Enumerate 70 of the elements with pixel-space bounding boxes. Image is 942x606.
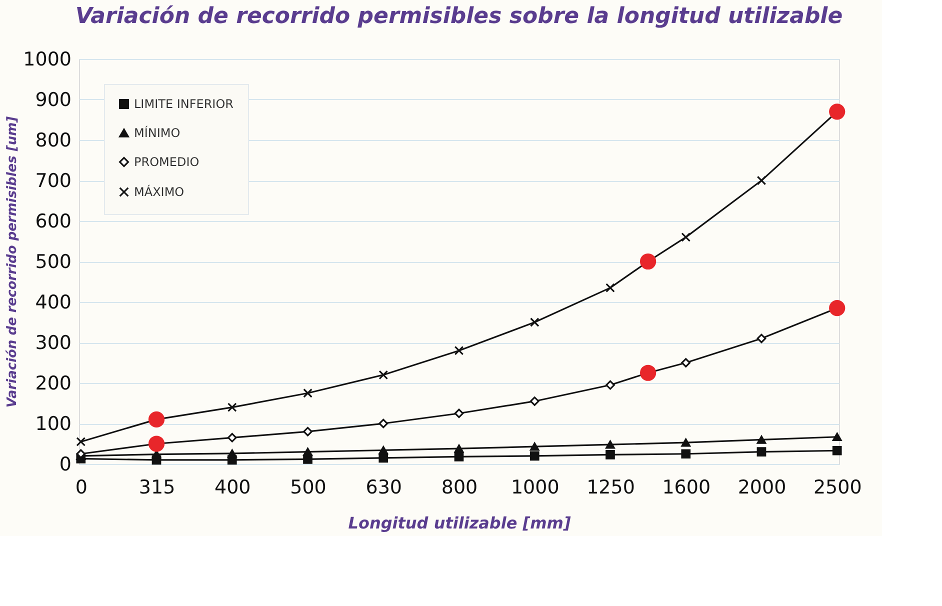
y-tick-label: 500 xyxy=(35,251,72,273)
x-tick-label: 315 xyxy=(138,476,176,498)
y-axis-title: Variación de recorrido permisibles [um] xyxy=(5,116,20,408)
x-tick-label: 2000 xyxy=(738,476,786,498)
point xyxy=(829,104,846,120)
x-axis-title: Longitud utilizable [mm] xyxy=(348,514,572,532)
point xyxy=(303,388,312,398)
point xyxy=(148,411,165,428)
point xyxy=(378,453,388,463)
point xyxy=(454,346,464,356)
point xyxy=(148,436,165,452)
point xyxy=(76,437,86,446)
x-tick-label: 1000 xyxy=(510,476,560,498)
point xyxy=(530,318,540,327)
point xyxy=(454,444,464,453)
y-tick-label: 900 xyxy=(35,89,72,111)
legend-label: LIMITE INFERIOR xyxy=(134,97,234,111)
y-tick-label: 100 xyxy=(35,413,72,435)
point xyxy=(681,232,691,242)
x-tick-label: 500 xyxy=(290,476,326,498)
x-tick-label: 800 xyxy=(441,476,478,498)
point xyxy=(454,408,464,418)
chart-title: Variación de recorrido permisibles sobre la longitud utilizable xyxy=(75,4,843,29)
point xyxy=(832,432,842,442)
point xyxy=(756,334,766,344)
point xyxy=(681,438,691,447)
point xyxy=(606,380,615,390)
point xyxy=(606,440,615,449)
y-tick-label: 400 xyxy=(35,292,72,314)
x-tick-label: 1250 xyxy=(586,476,635,498)
x-tick-label: 630 xyxy=(366,476,402,498)
point xyxy=(756,436,766,444)
point xyxy=(454,452,464,462)
point xyxy=(640,253,656,270)
point xyxy=(530,396,540,406)
point xyxy=(606,450,615,460)
y-tick-label: 800 xyxy=(35,130,72,152)
y-tick-label: 300 xyxy=(35,332,72,354)
y-tick-label: 600 xyxy=(35,210,72,232)
point xyxy=(152,450,162,458)
legend-label: MÍNIMO xyxy=(134,125,180,140)
point xyxy=(303,448,312,456)
point xyxy=(303,426,312,436)
y-tick-label: 200 xyxy=(35,372,72,394)
point xyxy=(303,454,312,464)
point xyxy=(829,300,846,316)
x-tick-label: 400 xyxy=(214,476,251,498)
point xyxy=(606,283,615,292)
point xyxy=(681,449,691,459)
point xyxy=(227,433,237,442)
legend-label: MÁXIMO xyxy=(134,184,184,199)
x-tick-label: 1600 xyxy=(662,476,711,498)
y-tick-label: 700 xyxy=(35,170,72,192)
y-tick-label: 0 xyxy=(59,454,72,476)
point xyxy=(378,418,388,428)
legend-label: PROMEDIO xyxy=(134,155,200,169)
point xyxy=(530,451,540,461)
point xyxy=(227,402,237,412)
point xyxy=(681,358,691,368)
point xyxy=(832,446,842,456)
point xyxy=(378,370,388,380)
point xyxy=(756,447,766,457)
x-tick-label: 0 xyxy=(75,476,88,498)
point xyxy=(530,442,540,451)
y-tick-label: 1000 xyxy=(23,48,72,70)
point xyxy=(756,176,766,186)
point xyxy=(378,446,388,454)
point xyxy=(640,364,656,381)
x-tick-label: 2500 xyxy=(813,476,862,498)
point xyxy=(227,449,237,458)
